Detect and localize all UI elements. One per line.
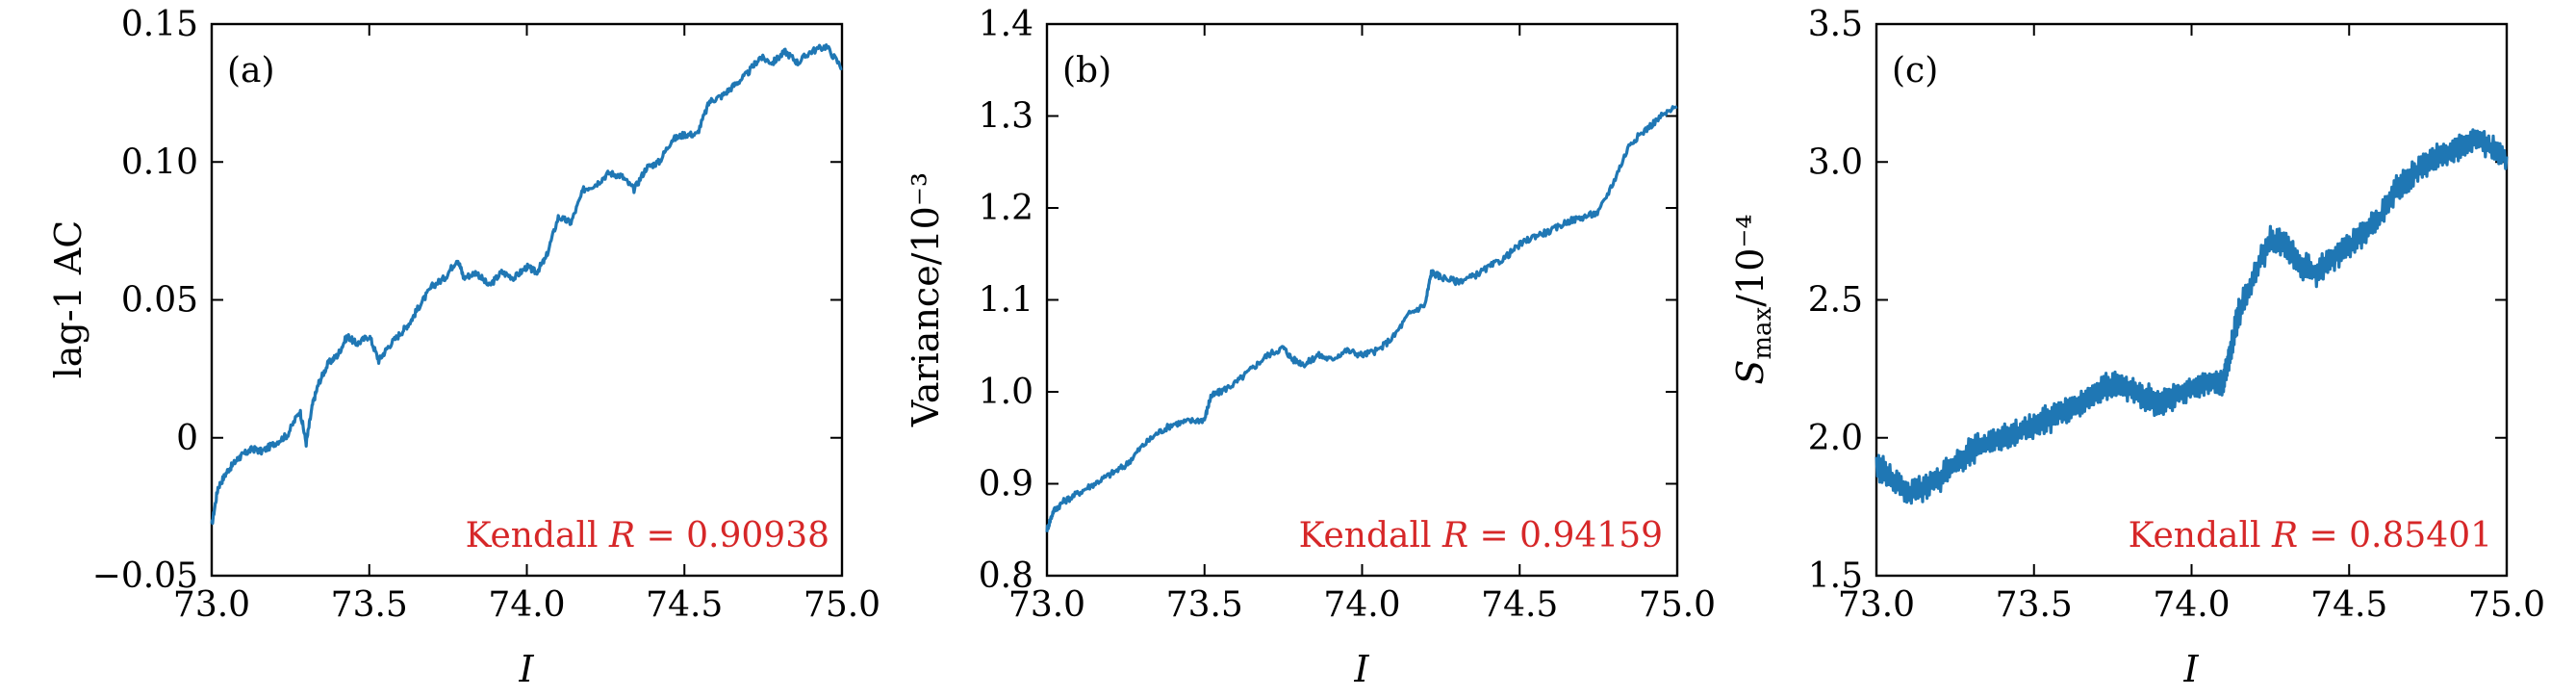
- y-tick-label: 3.0: [1808, 142, 1863, 182]
- ticks: [1046, 23, 1678, 577]
- series-line: [1875, 128, 2509, 505]
- y-tick-label: −0.05: [92, 556, 198, 596]
- panel-label: (b): [1062, 51, 1111, 90]
- plot-frame: [210, 22, 844, 578]
- kendall-annotation: Kendall R = 0.94159: [1299, 516, 1663, 555]
- y-tick-label: 0.05: [121, 281, 198, 321]
- y-tick-label: 1.5: [1808, 556, 1863, 596]
- x-tick-label: 75.0: [803, 585, 880, 625]
- x-tick-label: 73.0: [1838, 585, 1915, 625]
- kendall-annotation: Kendall R = 0.90938: [466, 516, 829, 555]
- x-tick-label: 73.5: [1166, 585, 1243, 625]
- y-tick-label: 1.3: [979, 97, 1033, 137]
- y-tick-label: 1.4: [979, 5, 1033, 44]
- y-tick-label: 0.8: [979, 556, 1033, 596]
- x-tick-label: 74.0: [2153, 585, 2230, 625]
- y-tick-label: 0.15: [121, 5, 198, 44]
- x-tick-label: 74.5: [646, 585, 723, 625]
- x-axis-label: I: [518, 648, 534, 690]
- tick-labels: 73.0 73.5 74.0 74.5 75.0 −0.05 0 0.05 0.10 0.15: [92, 5, 880, 625]
- x-tick-label: 73.5: [331, 585, 408, 625]
- plot-frame: [1875, 22, 2509, 578]
- y-tick-label: 0.9: [979, 465, 1033, 504]
- series-line: [210, 43, 843, 526]
- y-tick-label: 1.1: [979, 281, 1033, 321]
- panel-label: (c): [1892, 51, 1938, 90]
- x-axis-label: I: [2182, 648, 2199, 690]
- y-axis-label: lag-1 AC: [47, 220, 89, 379]
- y-tick-label: 0.10: [121, 142, 198, 182]
- panel-a: 73.0 73.5 74.0 74.5 75.0 −0.05 0 0.05 0.10 0.15 (…: [47, 5, 880, 690]
- ticks: [1875, 23, 2508, 577]
- x-tick-label: 73.5: [1996, 585, 2073, 625]
- x-tick-label: 74.5: [1481, 585, 1558, 625]
- x-tick-label: 75.0: [2468, 585, 2545, 625]
- plot-frame: [1045, 22, 1679, 578]
- x-tick-label: 74.0: [1323, 585, 1400, 625]
- x-axis-label: I: [1353, 648, 1369, 690]
- panel-label: (a): [227, 51, 275, 90]
- x-tick-label: 75.0: [1639, 585, 1716, 625]
- x-tick-label: 74.5: [2310, 585, 2387, 625]
- series-line: [1045, 105, 1678, 532]
- y-axis-label: Variance/10⁻³: [905, 172, 947, 427]
- y-tick-label: 3.5: [1808, 5, 1863, 44]
- x-tick-label: 73.0: [173, 585, 250, 625]
- panel-b: 73.0 73.5 74.0 74.5 75.0 0.8 0.9 1.0 1.1 1.2 1.3 1.…: [905, 5, 1716, 690]
- y-axis-label: Smax/10⁻⁴: [1729, 214, 1777, 384]
- x-tick-label: 73.0: [1008, 585, 1085, 625]
- tick-labels: 73.0 73.5 74.0 74.5 75.0 1.5 2.0 2.5 3.0 3.5: [1808, 5, 2545, 625]
- panel-c: 73.0 73.5 74.0 74.5 75.01.52.02.53.03.5 (c) …: [1729, 5, 2545, 690]
- ticks: [211, 23, 843, 577]
- x-tick-label: 74.0: [488, 585, 565, 625]
- kendall-annotation: Kendall R = 0.85401: [2129, 516, 2492, 555]
- y-tick-label: 2.0: [1808, 419, 1863, 458]
- tick-labels: 73.0 73.5 74.0 74.5 75.0 0.8 0.9 1.0 1.1 1.2 1.3 1.…: [979, 5, 1716, 625]
- y-tick-label: 1.0: [979, 373, 1033, 412]
- y-tick-label: 2.5: [1808, 281, 1863, 321]
- y-tick-label: 1.2: [979, 189, 1033, 228]
- y-tick-label: 0: [176, 419, 198, 458]
